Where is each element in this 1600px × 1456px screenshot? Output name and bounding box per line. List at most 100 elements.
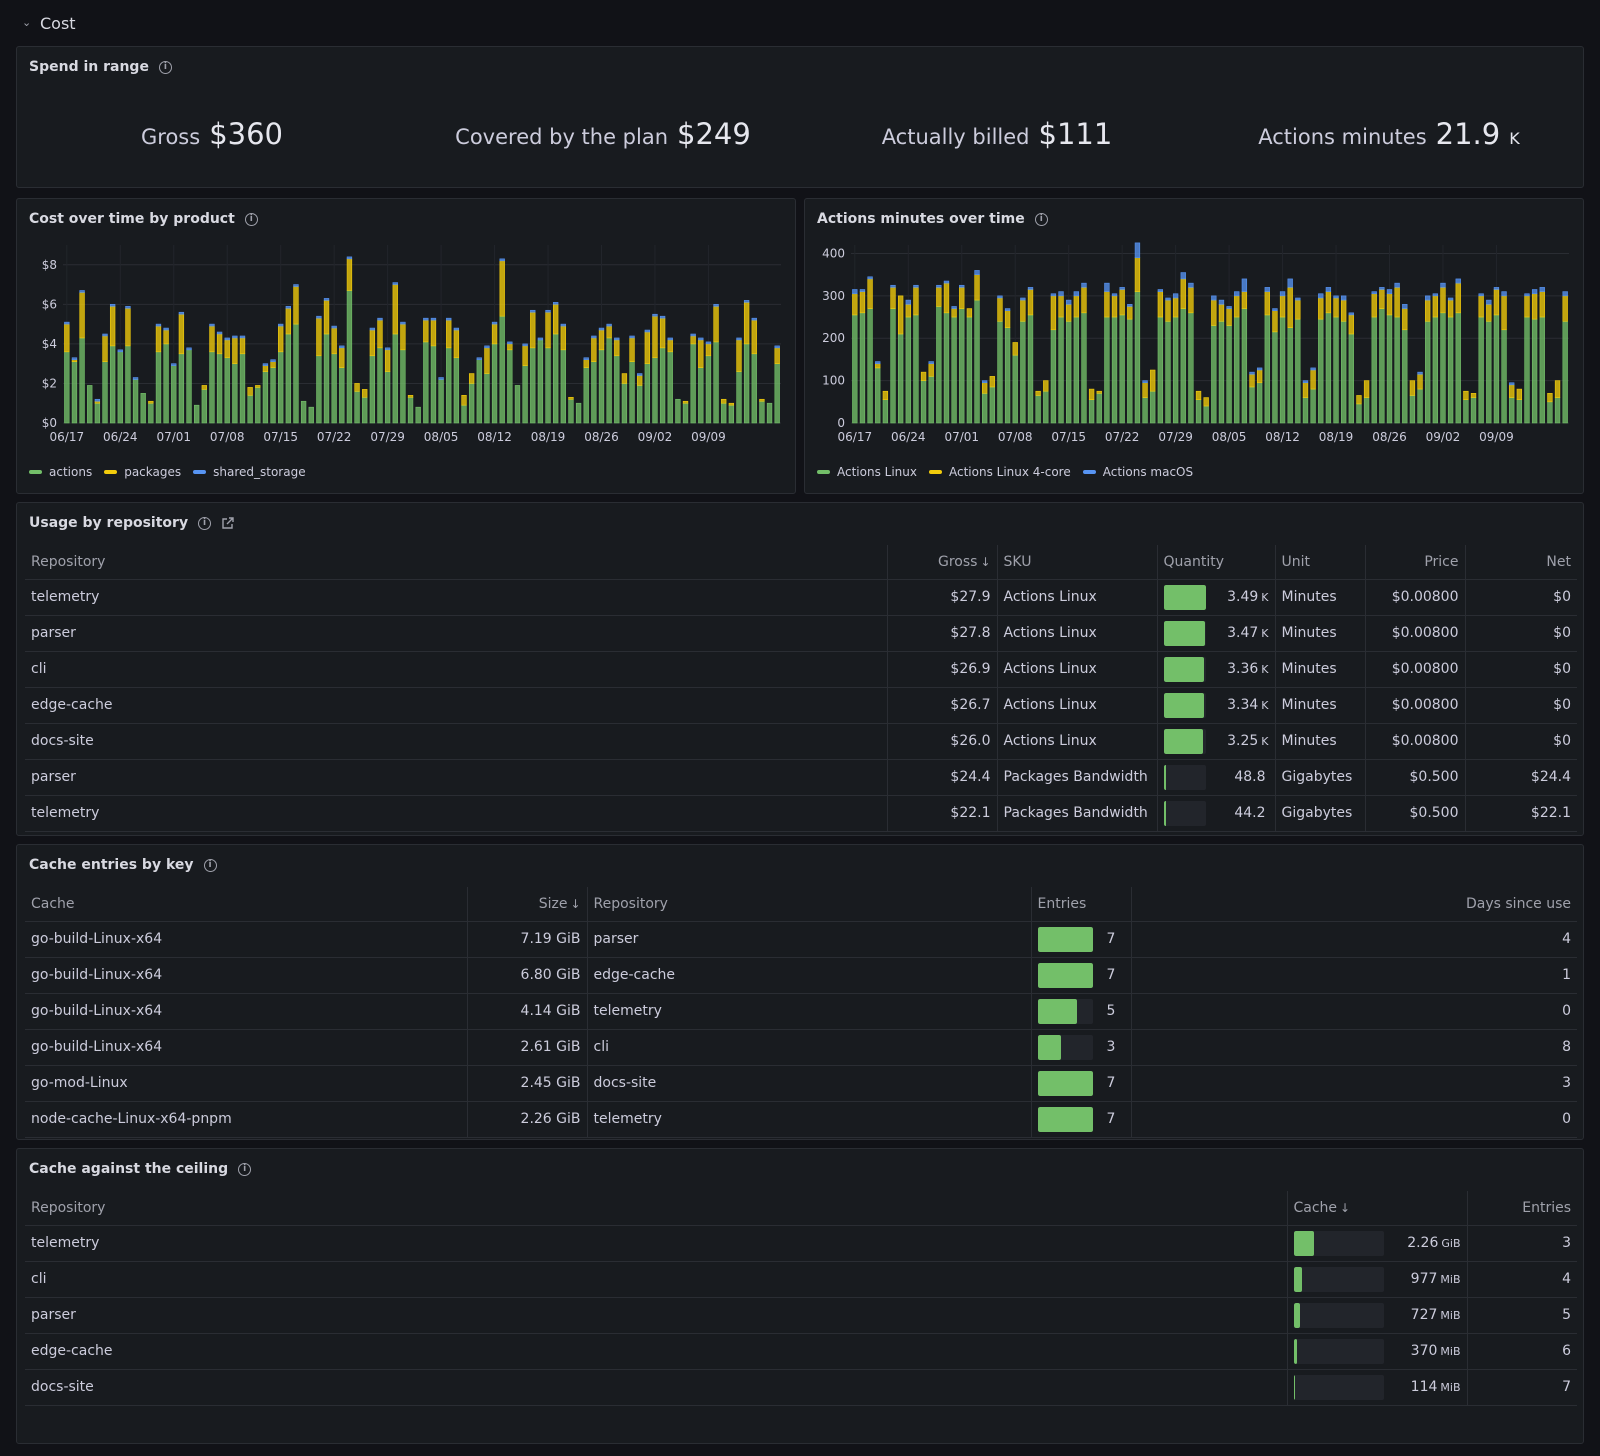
- legend-item-actions-linux[interactable]: Actions Linux: [817, 465, 917, 479]
- bar-actions-linux[interactable]: [1020, 320, 1026, 424]
- bar-packages[interactable]: [499, 260, 505, 317]
- bar-packages[interactable]: [64, 323, 70, 353]
- bar-shared-storage[interactable]: [736, 337, 742, 341]
- bar-actions-linux[interactable]: [1394, 316, 1400, 424]
- bar-actions[interactable]: [553, 333, 559, 424]
- bar-actions-linux-4-core[interactable]: [875, 363, 881, 369]
- bar-actions-linux-4-core[interactable]: [1463, 390, 1469, 400]
- bar-actions-linux[interactable]: [1066, 320, 1072, 424]
- bar-actions-linux[interactable]: [1119, 314, 1125, 424]
- bar-actions-macos[interactable]: [997, 295, 1003, 299]
- bar-actions-macos[interactable]: [1134, 242, 1141, 259]
- bar-actions[interactable]: [468, 383, 475, 424]
- bar-shared-storage[interactable]: [346, 256, 353, 260]
- bar-actions[interactable]: [262, 371, 269, 424]
- bar-actions-linux[interactable]: [1348, 333, 1354, 424]
- bar-actions-macos[interactable]: [1218, 299, 1225, 305]
- bar-actions-macos[interactable]: [1073, 291, 1079, 297]
- bar-actions-macos[interactable]: [1180, 272, 1186, 280]
- bar-actions[interactable]: [766, 402, 773, 424]
- info-icon[interactable]: i: [244, 212, 258, 226]
- bar-actions-macos[interactable]: [1272, 308, 1278, 311]
- bar-actions[interactable]: [575, 402, 582, 424]
- bar-packages[interactable]: [461, 395, 467, 406]
- bar-packages[interactable]: [239, 337, 246, 355]
- bar-shared-storage[interactable]: [377, 317, 383, 321]
- bar-shared-storage[interactable]: [278, 323, 284, 327]
- bar-actions-linux-4-core[interactable]: [1440, 287, 1446, 314]
- bar-shared-storage[interactable]: [598, 327, 605, 331]
- bar-packages[interactable]: [316, 317, 322, 357]
- bar-actions[interactable]: [339, 367, 345, 424]
- bar-actions-linux-4-core[interactable]: [1394, 287, 1400, 318]
- bar-actions-linux-4-core[interactable]: [1531, 293, 1538, 320]
- bar-actions[interactable]: [430, 345, 437, 424]
- bar-actions-linux-4-core[interactable]: [1226, 308, 1232, 326]
- bar-actions-linux-4-core[interactable]: [1562, 295, 1568, 322]
- bar-actions-macos[interactable]: [1562, 291, 1568, 297]
- table-row[interactable]: cli $26.9 Actions Linux 3.36 K Minutes $0.0080…: [25, 651, 1577, 688]
- bar-actions-linux-4-core[interactable]: [1524, 295, 1530, 318]
- bar-actions-macos[interactable]: [1027, 287, 1034, 290]
- bar-packages[interactable]: [759, 398, 765, 402]
- bar-packages[interactable]: [247, 387, 253, 396]
- bar-shared-storage[interactable]: [507, 341, 513, 345]
- bar-actions[interactable]: [537, 339, 544, 424]
- bar-packages[interactable]: [201, 385, 207, 390]
- bar-packages[interactable]: [591, 337, 597, 362]
- bar-actions-macos[interactable]: [936, 284, 942, 288]
- bar-actions-linux[interactable]: [1081, 312, 1087, 424]
- col-size[interactable]: Size ↓: [466, 887, 587, 922]
- bar-actions-linux-4-core[interactable]: [1318, 297, 1324, 320]
- bar-actions-linux[interactable]: [1096, 393, 1102, 424]
- bar-actions-linux[interactable]: [1104, 316, 1110, 424]
- bar-packages[interactable]: [721, 398, 727, 404]
- bar-actions-linux[interactable]: [1226, 325, 1232, 424]
- bar-actions-linux[interactable]: [1455, 312, 1461, 424]
- bar-packages[interactable]: [423, 319, 429, 343]
- bar-actions-macos[interactable]: [1478, 293, 1484, 297]
- bar-actions-linux[interactable]: [1386, 314, 1393, 424]
- bar-packages[interactable]: [346, 258, 353, 291]
- bar-actions-linux[interactable]: [1470, 397, 1477, 424]
- bar-shared-storage[interactable]: [163, 327, 169, 331]
- bar-packages[interactable]: [362, 389, 368, 398]
- bar-actions[interactable]: [514, 385, 521, 424]
- bar-actions-macos[interactable]: [951, 306, 957, 309]
- bar-actions-linux[interactable]: [1012, 354, 1018, 424]
- bar-actions-linux-4-core[interactable]: [1081, 287, 1087, 314]
- bar-actions-linux-4-core[interactable]: [1012, 342, 1018, 356]
- bar-packages[interactable]: [560, 325, 566, 351]
- table-row[interactable]: parser 727 MiB 5: [25, 1297, 1577, 1334]
- bar-actions-linux[interactable]: [1264, 314, 1270, 424]
- bar-actions-linux-4-core[interactable]: [1409, 380, 1416, 396]
- bar-actions-linux[interactable]: [882, 399, 889, 424]
- bar-actions-linux-4-core[interactable]: [1295, 299, 1301, 320]
- bar-actions-macos[interactable]: [875, 361, 881, 364]
- bar-actions[interactable]: [171, 365, 177, 424]
- bar-actions-linux-4-core[interactable]: [1547, 393, 1553, 403]
- bar-packages[interactable]: [491, 323, 498, 345]
- bar-actions[interactable]: [637, 385, 643, 424]
- bar-actions-linux[interactable]: [1211, 325, 1217, 424]
- bar-actions[interactable]: [499, 315, 505, 424]
- bar-shared-storage[interactable]: [484, 345, 490, 349]
- bar-actions-macos[interactable]: [1287, 278, 1293, 288]
- bar-actions-linux[interactable]: [1157, 316, 1164, 424]
- table-row[interactable]: edge-cache $26.7 Actions Linux 3.34 K Minutes…: [25, 687, 1577, 724]
- col-price[interactable]: Price: [1364, 545, 1465, 580]
- bar-actions-linux[interactable]: [1432, 316, 1438, 424]
- bar-actions-macos[interactable]: [1310, 367, 1316, 371]
- bar-actions-macos[interactable]: [1172, 293, 1179, 299]
- bar-actions-linux[interactable]: [1073, 316, 1079, 424]
- bar-shared-storage[interactable]: [323, 298, 330, 301]
- bar-packages[interactable]: [278, 325, 284, 353]
- bar-actions-macos[interactable]: [1020, 297, 1026, 301]
- bar-actions-macos[interactable]: [905, 299, 911, 305]
- info-icon[interactable]: i: [238, 1162, 252, 1176]
- bar-actions-linux-4-core[interactable]: [1310, 369, 1316, 390]
- bar-packages[interactable]: [178, 313, 185, 355]
- bar-actions[interactable]: [316, 355, 322, 424]
- bar-packages[interactable]: [125, 307, 131, 347]
- bar-actions[interactable]: [285, 333, 291, 424]
